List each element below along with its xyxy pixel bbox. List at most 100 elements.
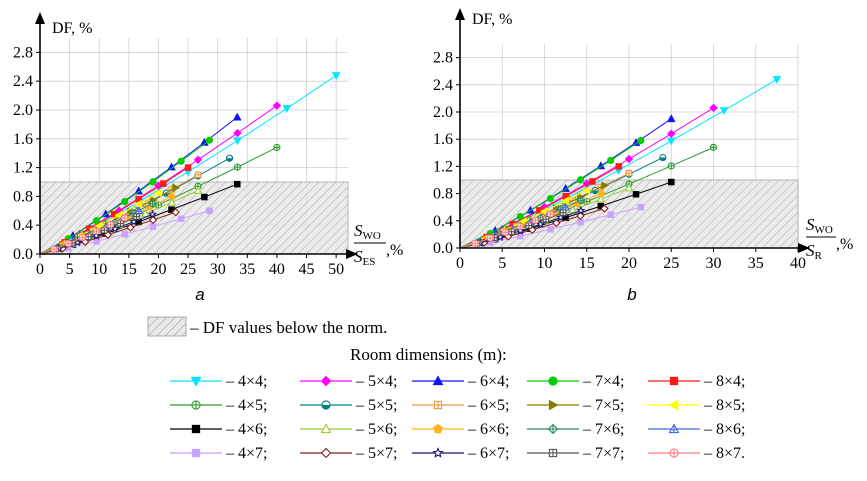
legend-marker — [191, 400, 201, 410]
x-tick-label: 50 — [328, 261, 344, 278]
x-label-denominator: SES — [354, 247, 375, 268]
legend-marker — [191, 448, 201, 458]
x-tick-label: 40 — [790, 255, 806, 272]
data-point — [129, 216, 139, 226]
x-tick-label: 45 — [299, 261, 315, 278]
y-tick-label: 0.0 — [433, 240, 453, 257]
legend-label: – 7×5; — [582, 397, 624, 414]
legend-label: – 5×5; — [355, 397, 397, 414]
x-tick-label: 10 — [91, 261, 107, 278]
x-tick-label: 0 — [36, 261, 44, 278]
data-point — [516, 213, 524, 221]
data-point — [601, 181, 610, 190]
legend-items: – 4×4; – 5×4; – 6×4; – 7×4; – 8×4; – 4×5; – 5×… — [170, 373, 745, 462]
legend-item: – 6×5; — [412, 397, 509, 414]
data-point — [205, 136, 214, 144]
data-point — [589, 178, 596, 185]
data-point — [637, 136, 645, 145]
legend-item: – 8×7. — [648, 445, 745, 462]
data-point — [121, 214, 129, 222]
x-tick-label: 30 — [210, 261, 226, 278]
x-label-denominator: SR — [806, 241, 823, 262]
legend-item: – 8×4; — [648, 373, 745, 390]
y-tick-label: 2.8 — [433, 50, 453, 67]
data-point — [225, 154, 234, 162]
data-point — [201, 193, 208, 201]
data-point — [93, 238, 100, 245]
x-label-numerator: SWO — [806, 215, 833, 236]
data-point — [625, 169, 633, 177]
data-point — [556, 212, 566, 222]
legend-item: – 7×7; — [527, 445, 624, 462]
y-tick-label: 2.0 — [433, 104, 453, 121]
data-point — [148, 215, 158, 225]
data-point — [232, 112, 242, 121]
legend-label: – 4×6; — [225, 421, 267, 438]
data-point — [134, 199, 142, 209]
legend-marker — [669, 376, 679, 386]
data-point — [110, 224, 120, 233]
x-tick-label: 35 — [748, 255, 764, 272]
legend-label: – 7×6; — [582, 421, 624, 438]
data-point — [272, 101, 282, 110]
data-point — [709, 143, 718, 151]
data-point — [233, 128, 242, 138]
data-point — [667, 178, 675, 186]
legend-marker — [190, 376, 202, 387]
x-label-unit: ,% — [836, 236, 853, 253]
y-tick-label: 2.0 — [13, 102, 33, 119]
legend-label: – 5×4; — [355, 373, 397, 390]
legend-title: Room dimensions (m): — [350, 345, 507, 364]
legend-marker — [320, 447, 332, 459]
data-point — [667, 129, 676, 138]
data-point — [171, 208, 180, 217]
data-point — [233, 137, 242, 146]
panel-label-a: a — [195, 285, 204, 304]
legend-item: – 5×5; — [300, 397, 397, 414]
data-point — [659, 153, 667, 162]
x-tick-label: 15 — [121, 261, 137, 278]
data-point — [576, 176, 585, 184]
legend-item: – 8×5; — [648, 397, 745, 414]
data-point — [546, 194, 555, 203]
data-point — [547, 225, 554, 233]
legend-marker — [668, 399, 679, 411]
x-tick-label: 0 — [456, 255, 464, 272]
x-tick-label: 10 — [537, 255, 553, 272]
legend-item: – 6×6; — [412, 421, 509, 438]
data-point — [78, 233, 86, 242]
y-tick-label: 1.6 — [433, 131, 453, 148]
data-point — [184, 164, 192, 171]
data-point — [167, 197, 177, 206]
data-point — [106, 221, 115, 229]
data-point — [561, 196, 569, 206]
chart-panel-b: 0 5 10 15 20 25 30 35 40 0.0 0.4 0.8 1.2 1.6 2.0 2.4 2.8… — [433, 8, 853, 272]
norm-hatch-swatch — [147, 316, 187, 337]
legend-marker — [433, 400, 443, 410]
y-tick-label: 0.4 — [433, 213, 453, 230]
data-point — [94, 221, 103, 231]
data-point — [149, 223, 157, 230]
data-point — [471, 239, 479, 248]
data-point — [596, 194, 606, 203]
data-point — [666, 114, 676, 123]
legend-item: – 5×6; — [300, 421, 397, 438]
x-tick-label: 20 — [150, 261, 166, 278]
data-point — [542, 215, 550, 223]
legend-marker — [548, 399, 559, 411]
data-point — [177, 215, 185, 223]
x-tick-label: 35 — [239, 261, 255, 278]
data-point — [535, 219, 546, 229]
data-point — [624, 154, 634, 164]
data-point — [148, 199, 157, 208]
legend-label: – 4×4; — [225, 373, 267, 390]
legend-item: – 5×4; — [300, 373, 397, 390]
data-point — [546, 210, 555, 218]
legend-label: – 8×5; — [703, 397, 745, 414]
panel-label-b: b — [627, 285, 636, 304]
data-point — [117, 220, 124, 227]
legend-item: – 4×6; — [170, 421, 267, 438]
data-point — [50, 245, 58, 253]
data-point — [591, 186, 599, 195]
data-point — [518, 217, 527, 226]
